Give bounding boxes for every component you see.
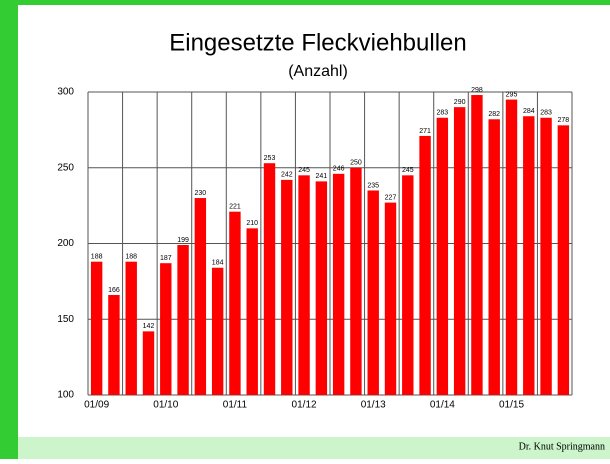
x-tick-label: 01/09: [84, 400, 109, 411]
value-label: 245: [402, 167, 414, 174]
value-label: 235: [367, 182, 379, 189]
value-label: 242: [281, 172, 293, 179]
bar: [453, 107, 466, 396]
value-label: 278: [558, 117, 570, 124]
value-label: 250: [350, 160, 362, 167]
value-label: 166: [108, 287, 120, 294]
bar: [194, 198, 207, 395]
value-label: 221: [229, 204, 241, 211]
bar: [177, 245, 189, 395]
bar: [540, 117, 552, 395]
value-label: 253: [264, 155, 276, 162]
x-tick-label: 01/15: [499, 400, 524, 411]
bar: [211, 267, 224, 395]
y-tick-label: 250: [57, 162, 74, 173]
chart-subtitle: (Anzahl): [288, 63, 348, 80]
bar: [281, 179, 293, 395]
bar: [246, 228, 258, 395]
value-label: 241: [316, 173, 328, 180]
bar: [263, 163, 276, 395]
bar: [384, 202, 397, 395]
bar: [108, 295, 120, 395]
bar: [436, 117, 449, 395]
bar: [350, 167, 362, 395]
footer-text: Dr. Knut Springmann: [519, 441, 605, 452]
bar: [142, 331, 155, 395]
y-tick-label: 150: [57, 314, 74, 325]
value-label: 199: [177, 237, 189, 244]
bar: [488, 119, 500, 396]
value-label: 298: [471, 87, 483, 94]
value-label: 295: [506, 91, 518, 98]
bar: [523, 116, 535, 396]
value-label: 230: [195, 190, 207, 197]
bar: [419, 135, 431, 395]
value-label: 271: [419, 128, 431, 135]
value-label: 184: [212, 260, 224, 267]
bar: [315, 181, 328, 395]
y-tick-label: 100: [57, 390, 74, 401]
bar: [505, 99, 518, 395]
value-label: 283: [540, 110, 552, 117]
value-label: 283: [437, 110, 449, 117]
x-tick-label: 01/14: [430, 400, 455, 411]
bar: [402, 175, 414, 395]
bar: [229, 211, 241, 395]
y-tick-label: 300: [57, 87, 74, 98]
x-tick-label: 01/10: [153, 400, 178, 411]
value-label: 187: [160, 255, 172, 262]
value-label: 227: [385, 194, 397, 201]
value-label: 210: [246, 220, 258, 227]
x-tick-label: 01/12: [292, 400, 317, 411]
value-label: 245: [298, 167, 310, 174]
chart-title: Eingesetzte Fleckviehbullen: [169, 29, 467, 56]
value-label: 246: [333, 166, 345, 173]
bar: [160, 263, 172, 395]
bar: [90, 261, 103, 395]
x-tick-label: 01/11: [223, 400, 248, 411]
bar: [298, 175, 310, 395]
footer-strip: [18, 437, 610, 459]
bar: [471, 95, 483, 395]
bar: [557, 125, 570, 395]
value-label: 188: [125, 254, 137, 261]
value-label: 290: [454, 99, 466, 106]
value-label: 188: [91, 254, 103, 261]
value-label: 282: [488, 111, 500, 118]
x-tick-label: 01/13: [361, 400, 386, 411]
value-label: 284: [523, 108, 535, 115]
y-tick-label: 200: [57, 238, 74, 249]
value-label: 142: [143, 323, 155, 330]
bar: [125, 261, 137, 395]
bar: [332, 173, 345, 395]
bar: [367, 190, 379, 395]
